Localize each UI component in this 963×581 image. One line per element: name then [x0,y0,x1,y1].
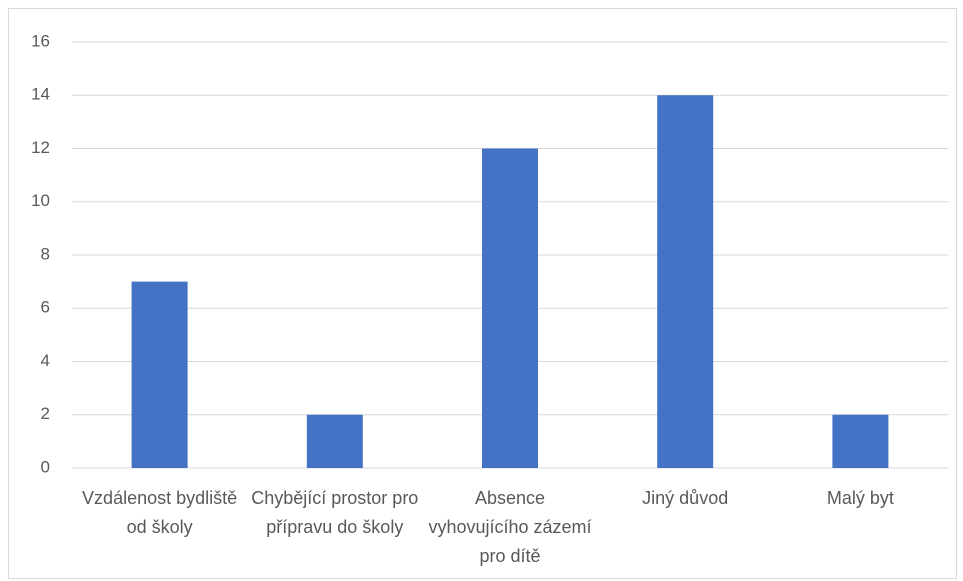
y-tick-label: 2 [41,404,50,423]
bar [306,414,363,468]
bar [657,95,714,468]
y-tick-label: 4 [41,351,50,370]
x-tick-label: Malý byt [826,488,894,508]
bar [131,281,188,468]
y-tick-label: 12 [31,138,50,157]
y-tick-label: 14 [31,85,50,104]
x-tick-label: Jiný důvod [642,488,729,508]
bar [482,148,538,468]
y-tick-label: 10 [31,191,50,210]
x-tick-label: Vzdálenost bydliště od školy [82,488,238,537]
y-tick-label: 8 [41,244,50,263]
x-tick-label: Chybějící prostor pro přípravu do školy [251,488,419,537]
y-tick-label: 0 [41,457,50,476]
y-tick-label: 6 [41,298,50,317]
bar [832,414,889,468]
y-tick-label: 16 [31,31,50,50]
x-tick-label: Absence vyhovujícího zázemí pro dítě [428,488,592,566]
